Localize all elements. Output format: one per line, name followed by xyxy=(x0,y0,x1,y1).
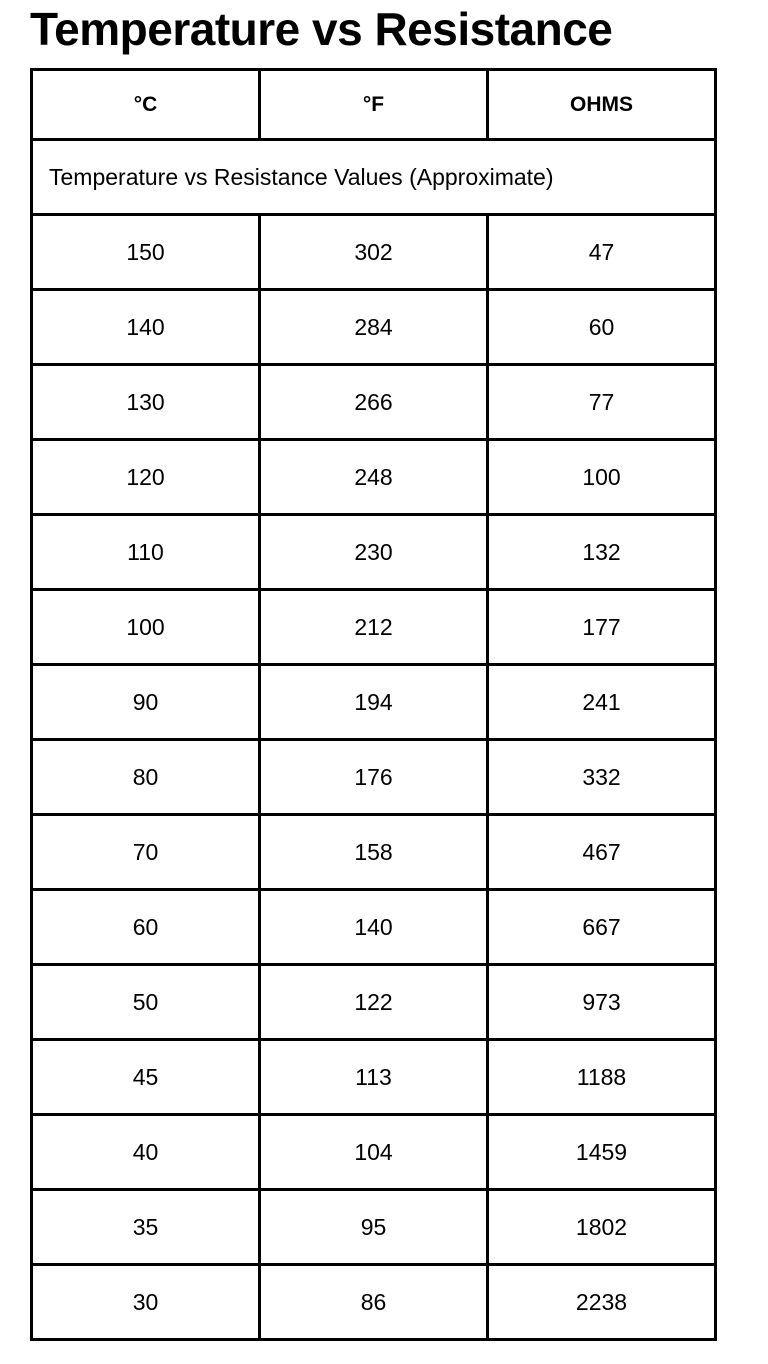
table-row: 150 302 47 xyxy=(30,213,717,291)
cell-celsius: 45 xyxy=(30,1038,261,1116)
subtitle-row: Temperature vs Resistance Values (Approx… xyxy=(30,138,717,216)
cell-ohms: 667 xyxy=(486,888,717,966)
cell-fahrenheit: 248 xyxy=(258,438,489,516)
cell-celsius: 140 xyxy=(30,288,261,366)
cell-fahrenheit: 266 xyxy=(258,363,489,441)
header-row: °C °F OHMS xyxy=(30,68,717,141)
table-subtitle: Temperature vs Resistance Values (Approx… xyxy=(30,138,717,216)
cell-celsius: 60 xyxy=(30,888,261,966)
table-row: 35 95 1802 xyxy=(30,1188,717,1266)
cell-ohms: 332 xyxy=(486,738,717,816)
cell-fahrenheit: 212 xyxy=(258,588,489,666)
cell-fahrenheit: 113 xyxy=(258,1038,489,1116)
cell-ohms: 1459 xyxy=(486,1113,717,1191)
table-row: 40 104 1459 xyxy=(30,1113,717,1191)
table-row: 130 266 77 xyxy=(30,363,717,441)
cell-celsius: 150 xyxy=(30,213,261,291)
cell-fahrenheit: 104 xyxy=(258,1113,489,1191)
table-row: 80 176 332 xyxy=(30,738,717,816)
table-row: 90 194 241 xyxy=(30,663,717,741)
cell-ohms: 973 xyxy=(486,963,717,1041)
cell-ohms: 132 xyxy=(486,513,717,591)
cell-ohms: 1188 xyxy=(486,1038,717,1116)
cell-ohms: 47 xyxy=(486,213,717,291)
cell-ohms: 1802 xyxy=(486,1188,717,1266)
cell-ohms: 467 xyxy=(486,813,717,891)
cell-fahrenheit: 158 xyxy=(258,813,489,891)
table-row: 120 248 100 xyxy=(30,438,717,516)
cell-fahrenheit: 230 xyxy=(258,513,489,591)
table-row: 100 212 177 xyxy=(30,588,717,666)
cell-celsius: 80 xyxy=(30,738,261,816)
cell-celsius: 30 xyxy=(30,1263,261,1341)
cell-fahrenheit: 302 xyxy=(258,213,489,291)
cell-fahrenheit: 95 xyxy=(258,1188,489,1266)
cell-celsius: 120 xyxy=(30,438,261,516)
cell-fahrenheit: 122 xyxy=(258,963,489,1041)
page-title: Temperature vs Resistance xyxy=(30,3,613,55)
cell-ohms: 100 xyxy=(486,438,717,516)
table-row: 60 140 667 xyxy=(30,888,717,966)
header-fahrenheit: °F xyxy=(258,68,489,141)
cell-ohms: 60 xyxy=(486,288,717,366)
cell-celsius: 110 xyxy=(30,513,261,591)
cell-ohms: 241 xyxy=(486,663,717,741)
table-row: 70 158 467 xyxy=(30,813,717,891)
cell-fahrenheit: 176 xyxy=(258,738,489,816)
header-celsius: °C xyxy=(30,68,261,141)
table-row: 110 230 132 xyxy=(30,513,717,591)
header-ohms: OHMS xyxy=(486,68,717,141)
cell-fahrenheit: 194 xyxy=(258,663,489,741)
cell-celsius: 70 xyxy=(30,813,261,891)
cell-fahrenheit: 284 xyxy=(258,288,489,366)
table-row: 45 113 1188 xyxy=(30,1038,717,1116)
table-row: 140 284 60 xyxy=(30,288,717,366)
cell-celsius: 35 xyxy=(30,1188,261,1266)
cell-celsius: 40 xyxy=(30,1113,261,1191)
cell-celsius: 130 xyxy=(30,363,261,441)
cell-fahrenheit: 140 xyxy=(258,888,489,966)
table-row: 50 122 973 xyxy=(30,963,717,1041)
temperature-resistance-table: °C °F OHMS Temperature vs Resistance Val… xyxy=(30,68,717,1341)
cell-celsius: 100 xyxy=(30,588,261,666)
cell-ohms: 2238 xyxy=(486,1263,717,1341)
cell-celsius: 50 xyxy=(30,963,261,1041)
cell-fahrenheit: 86 xyxy=(258,1263,489,1341)
cell-celsius: 90 xyxy=(30,663,261,741)
table-row: 30 86 2238 xyxy=(30,1263,717,1341)
cell-ohms: 177 xyxy=(486,588,717,666)
cell-ohms: 77 xyxy=(486,363,717,441)
